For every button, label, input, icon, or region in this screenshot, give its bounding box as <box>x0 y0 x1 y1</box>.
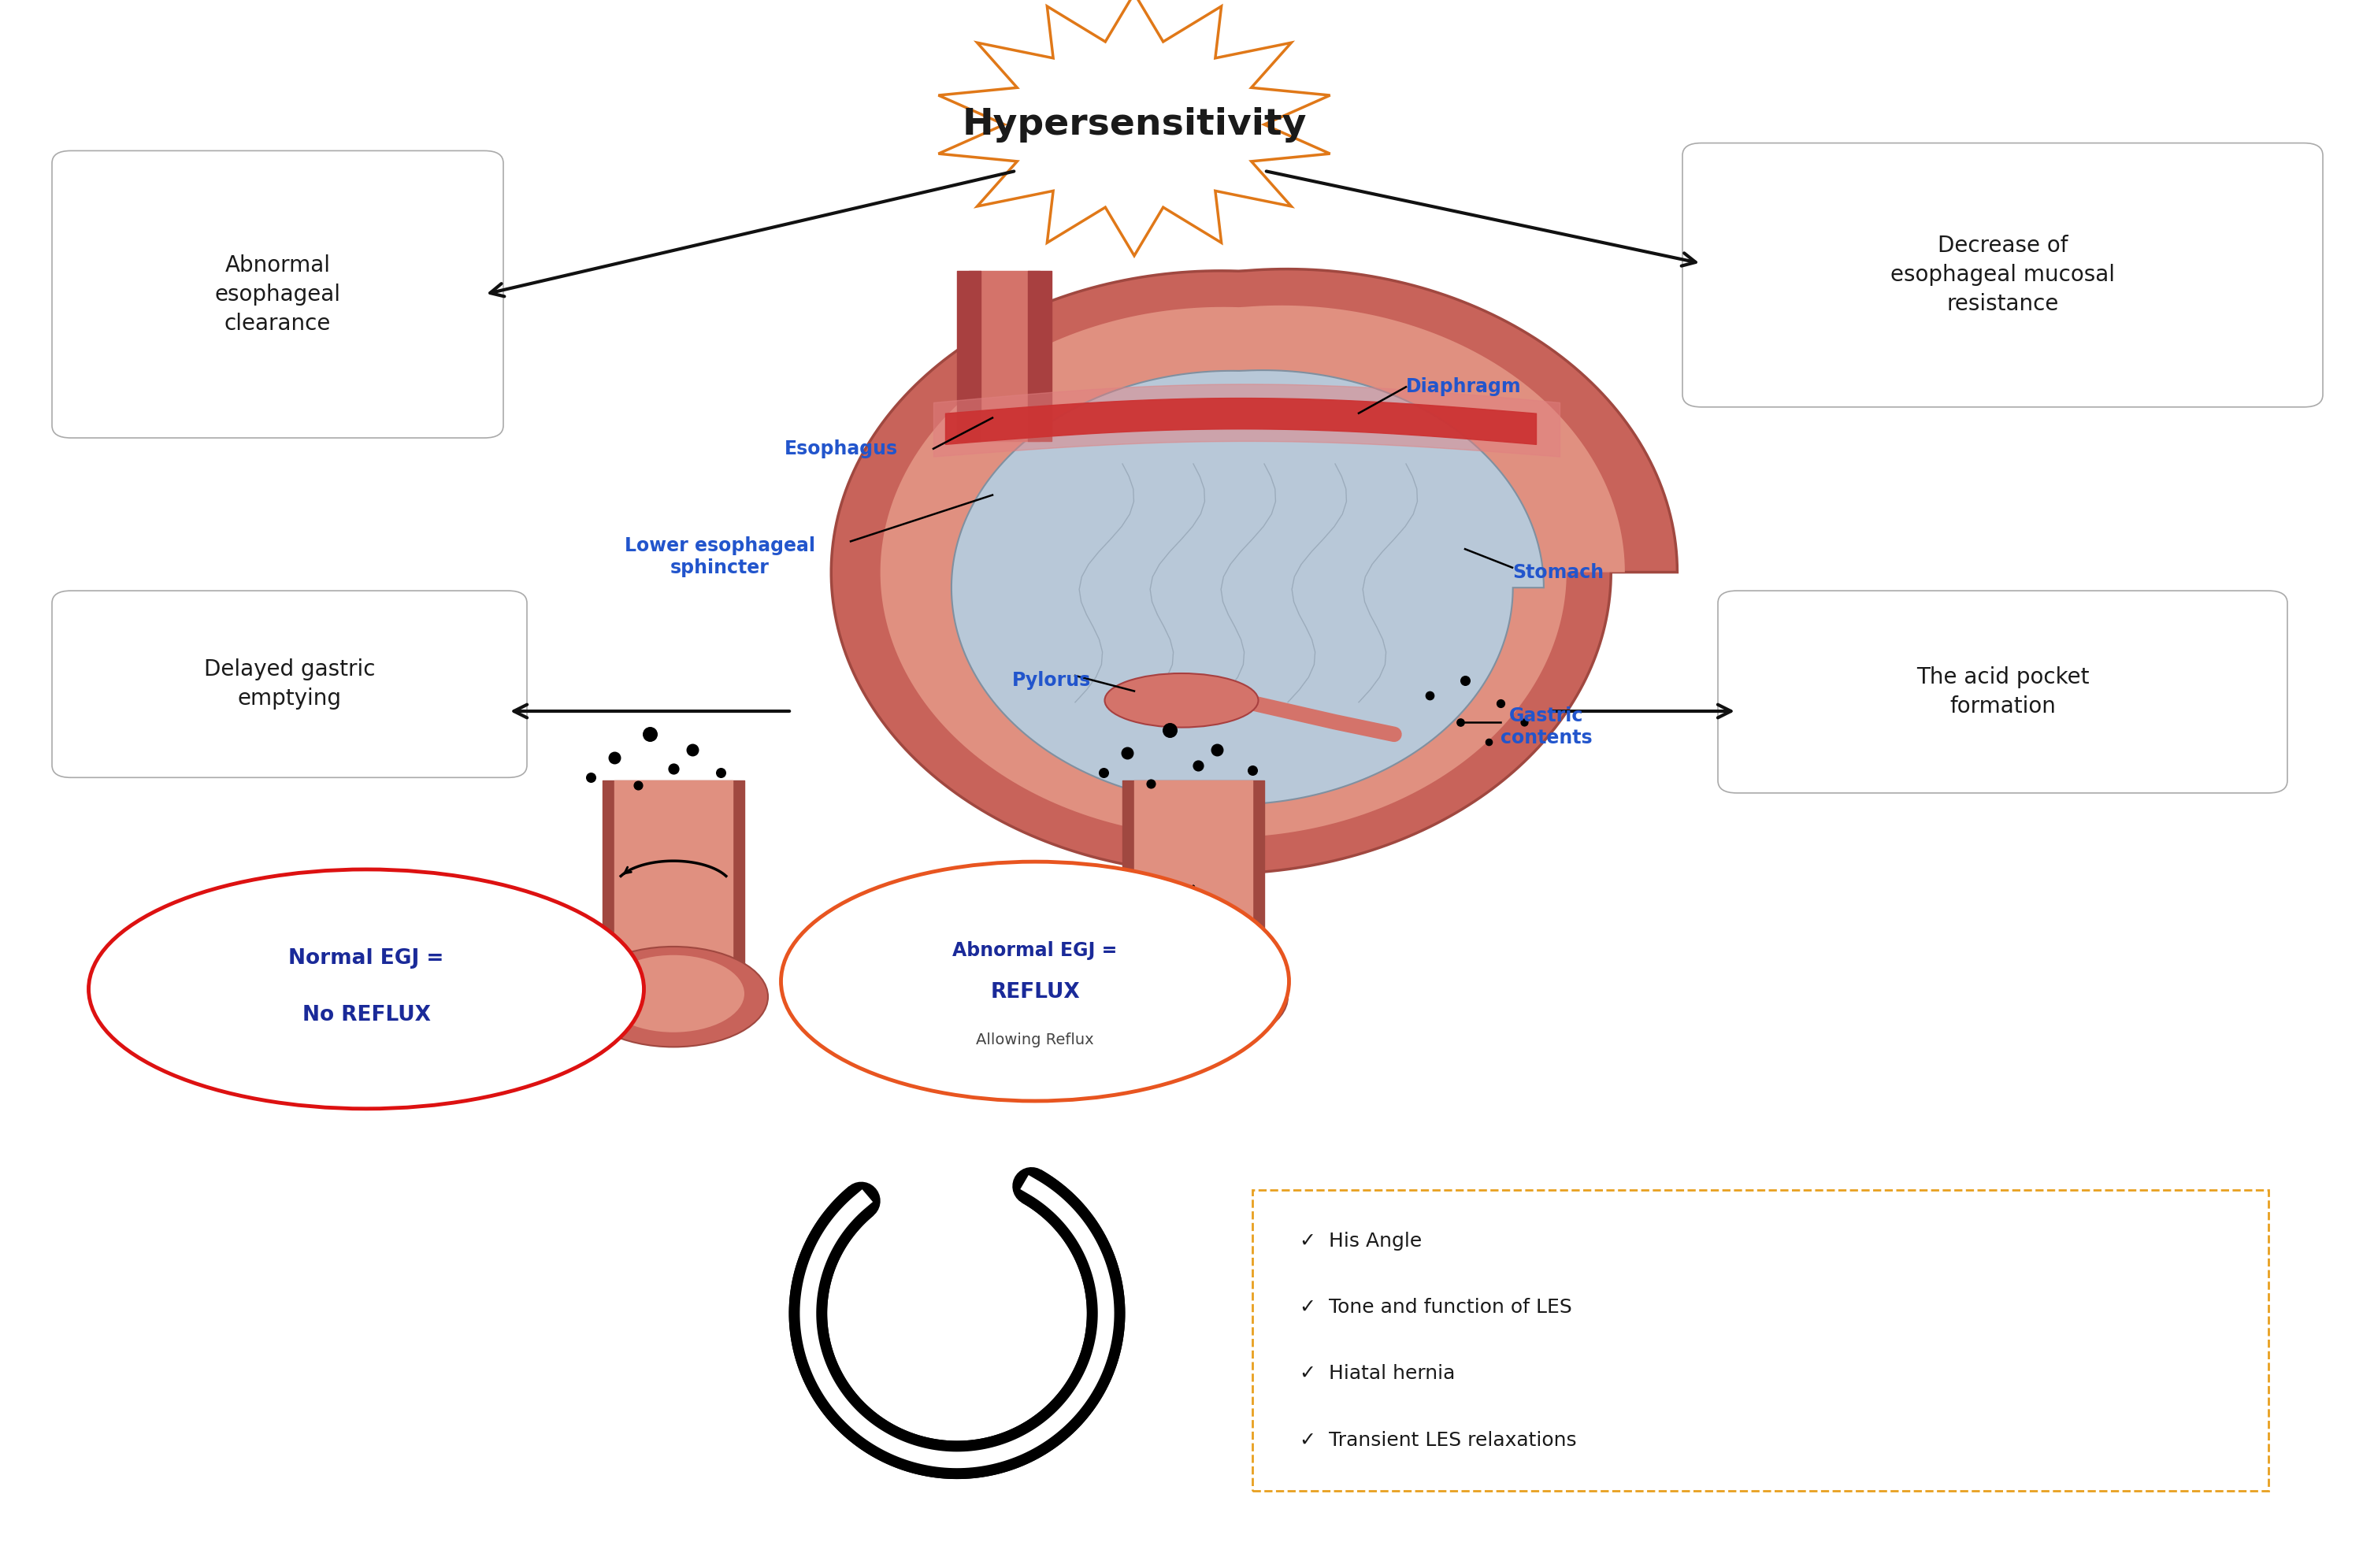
Point <box>1470 729 1508 754</box>
Text: No REFLUX: No REFLUX <box>302 1005 430 1025</box>
Point <box>1108 740 1146 765</box>
Point <box>631 721 669 746</box>
Point <box>673 737 711 762</box>
Point <box>572 765 610 790</box>
Text: ✓  Transient LES relaxations: ✓ Transient LES relaxations <box>1300 1430 1576 1449</box>
FancyBboxPatch shape <box>1682 143 2323 408</box>
Point <box>1132 771 1170 797</box>
Text: Decrease of
esophageal mucosal
resistance: Decrease of esophageal mucosal resistanc… <box>1890 235 2115 315</box>
Point <box>1441 709 1479 734</box>
Point <box>619 773 657 798</box>
Ellipse shape <box>90 869 643 1109</box>
Text: Allowing Reflux: Allowing Reflux <box>976 1032 1094 1047</box>
Point <box>1151 717 1189 742</box>
FancyBboxPatch shape <box>1252 1190 2268 1491</box>
Point <box>1198 737 1236 762</box>
Point <box>1179 753 1217 778</box>
Ellipse shape <box>1122 955 1264 1032</box>
Point <box>1482 691 1519 717</box>
Polygon shape <box>952 370 1543 804</box>
Text: ✓  Tone and function of LES: ✓ Tone and function of LES <box>1300 1298 1571 1317</box>
Text: Delayed gastric
emptying: Delayed gastric emptying <box>203 659 376 710</box>
Ellipse shape <box>780 862 1290 1101</box>
Ellipse shape <box>603 955 744 1032</box>
Text: Hypersensitivity: Hypersensitivity <box>962 107 1307 143</box>
Text: Pylorus: Pylorus <box>1011 671 1092 690</box>
Point <box>1446 668 1484 693</box>
Polygon shape <box>881 306 1626 837</box>
Point <box>702 760 740 786</box>
Text: Normal EGJ =: Normal EGJ = <box>288 949 444 969</box>
Point <box>1505 709 1543 734</box>
Text: Gastric
contents: Gastric contents <box>1501 706 1593 746</box>
Text: Abnormal EGJ =: Abnormal EGJ = <box>952 941 1118 960</box>
FancyBboxPatch shape <box>1718 591 2287 793</box>
Text: The acid pocket
formation: The acid pocket formation <box>1916 666 2089 718</box>
Point <box>1411 684 1449 709</box>
FancyBboxPatch shape <box>52 151 503 437</box>
Polygon shape <box>832 270 1678 873</box>
Text: ✓  His Angle: ✓ His Angle <box>1300 1231 1423 1250</box>
FancyBboxPatch shape <box>52 591 527 778</box>
Text: Lower esophageal
sphincter: Lower esophageal sphincter <box>624 536 815 577</box>
Polygon shape <box>938 0 1330 256</box>
Text: REFLUX: REFLUX <box>990 982 1080 1002</box>
Text: Abnormal
esophageal
clearance: Abnormal esophageal clearance <box>215 254 340 334</box>
Ellipse shape <box>579 947 768 1047</box>
Ellipse shape <box>1099 947 1288 1047</box>
Text: Stomach: Stomach <box>1512 563 1604 582</box>
Point <box>1233 757 1271 782</box>
Text: ✓  Hiatal hernia: ✓ Hiatal hernia <box>1300 1364 1456 1383</box>
Point <box>655 756 692 781</box>
Text: Esophagus: Esophagus <box>785 439 898 458</box>
Point <box>595 745 633 770</box>
Point <box>1085 760 1122 786</box>
Text: Diaphragm: Diaphragm <box>1406 378 1522 397</box>
Ellipse shape <box>1104 673 1257 728</box>
